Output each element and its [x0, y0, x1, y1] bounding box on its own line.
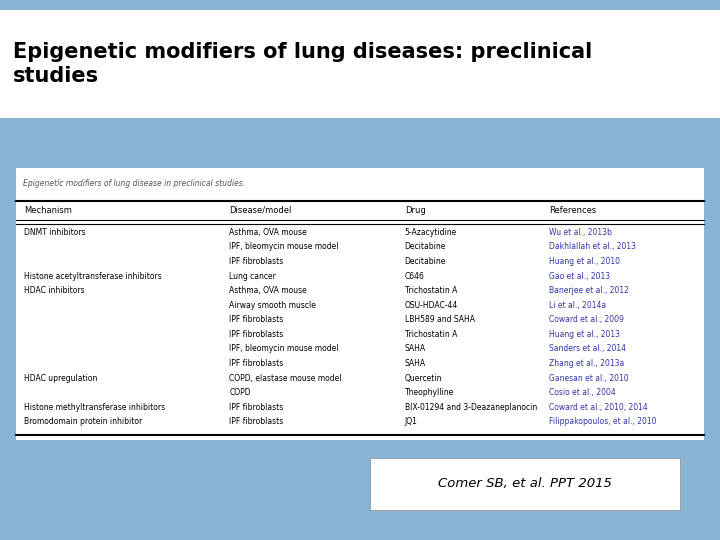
FancyBboxPatch shape — [0, 10, 720, 118]
Text: Filippakopoulos, et al., 2010: Filippakopoulos, et al., 2010 — [549, 417, 657, 427]
Text: Wu et al., 2013b: Wu et al., 2013b — [549, 228, 612, 237]
Text: HDAC upregulation: HDAC upregulation — [24, 374, 98, 383]
Text: OSU-HDAC-44: OSU-HDAC-44 — [405, 301, 458, 310]
Text: Lung cancer: Lung cancer — [229, 272, 276, 281]
Text: Trichostatin A: Trichostatin A — [405, 286, 457, 295]
Text: SAHA: SAHA — [405, 345, 426, 354]
Text: IPF fibroblasts: IPF fibroblasts — [229, 359, 284, 368]
Text: COPD: COPD — [229, 388, 251, 397]
Text: Theophylline: Theophylline — [405, 388, 454, 397]
Text: IPF fibroblasts: IPF fibroblasts — [229, 315, 284, 325]
Text: IPF fibroblasts: IPF fibroblasts — [229, 257, 284, 266]
Text: Histone methyltransferase inhibitors: Histone methyltransferase inhibitors — [24, 403, 166, 412]
Text: BIX-01294 and 3-Deazaneplanocin: BIX-01294 and 3-Deazaneplanocin — [405, 403, 537, 412]
Text: Cosio et al., 2004: Cosio et al., 2004 — [549, 388, 616, 397]
Text: Trichostatin A: Trichostatin A — [405, 330, 457, 339]
Text: Zhang et al., 2013a: Zhang et al., 2013a — [549, 359, 624, 368]
Text: IPF, bleomycin mouse model: IPF, bleomycin mouse model — [229, 242, 339, 252]
Text: Decitabine: Decitabine — [405, 257, 446, 266]
Text: Banerjee et al., 2012: Banerjee et al., 2012 — [549, 286, 629, 295]
Text: JQ1: JQ1 — [405, 417, 418, 427]
Text: IPF, bleomycin mouse model: IPF, bleomycin mouse model — [229, 345, 339, 354]
Text: Huang et al., 2013: Huang et al., 2013 — [549, 330, 620, 339]
Text: References: References — [549, 206, 596, 215]
Text: DNMT inhibitors: DNMT inhibitors — [24, 228, 86, 237]
FancyBboxPatch shape — [370, 458, 680, 510]
Text: COPD, elastase mouse model: COPD, elastase mouse model — [229, 374, 342, 383]
Text: IPF fibroblasts: IPF fibroblasts — [229, 417, 284, 427]
Text: Comer SB, et al. PPT 2015: Comer SB, et al. PPT 2015 — [438, 477, 612, 490]
Text: Sanders et al., 2014: Sanders et al., 2014 — [549, 345, 626, 354]
Text: HDAC inhibitors: HDAC inhibitors — [24, 286, 85, 295]
Text: Quercetin: Quercetin — [405, 374, 442, 383]
Text: C646: C646 — [405, 272, 425, 281]
Text: IPF fibroblasts: IPF fibroblasts — [229, 330, 284, 339]
Text: Dakhlallah et al., 2013: Dakhlallah et al., 2013 — [549, 242, 636, 252]
Text: Coward et al., 2010, 2014: Coward et al., 2010, 2014 — [549, 403, 648, 412]
Text: Huang et al., 2010: Huang et al., 2010 — [549, 257, 620, 266]
Text: Airway smooth muscle: Airway smooth muscle — [229, 301, 316, 310]
Text: Ganesan et al., 2010: Ganesan et al., 2010 — [549, 374, 629, 383]
Text: 5-Azacytidine: 5-Azacytidine — [405, 228, 457, 237]
Text: Drug: Drug — [405, 206, 426, 215]
Text: IPF fibroblasts: IPF fibroblasts — [229, 403, 284, 412]
Text: Gao et al., 2013: Gao et al., 2013 — [549, 272, 611, 281]
Text: Li et al., 2014a: Li et al., 2014a — [549, 301, 606, 310]
Text: Epigenetic modifiers of lung disease in preclinical studies.: Epigenetic modifiers of lung disease in … — [23, 179, 245, 188]
Text: Epigenetic modifiers of lung diseases: preclinical
studies: Epigenetic modifiers of lung diseases: p… — [13, 43, 593, 86]
Text: Disease/model: Disease/model — [229, 206, 292, 215]
Text: Histone acetyltransferase inhibitors: Histone acetyltransferase inhibitors — [24, 272, 162, 281]
Text: Coward et al., 2009: Coward et al., 2009 — [549, 315, 624, 325]
Text: LBH589 and SAHA: LBH589 and SAHA — [405, 315, 474, 325]
FancyBboxPatch shape — [16, 168, 704, 440]
Text: Asthma, OVA mouse: Asthma, OVA mouse — [229, 286, 307, 295]
Text: Asthma, OVA mouse: Asthma, OVA mouse — [229, 228, 307, 237]
Text: Bromodomain protein inhibitor: Bromodomain protein inhibitor — [24, 417, 143, 427]
Text: Decitabine: Decitabine — [405, 242, 446, 252]
Text: SAHA: SAHA — [405, 359, 426, 368]
Text: Mechanism: Mechanism — [24, 206, 72, 215]
